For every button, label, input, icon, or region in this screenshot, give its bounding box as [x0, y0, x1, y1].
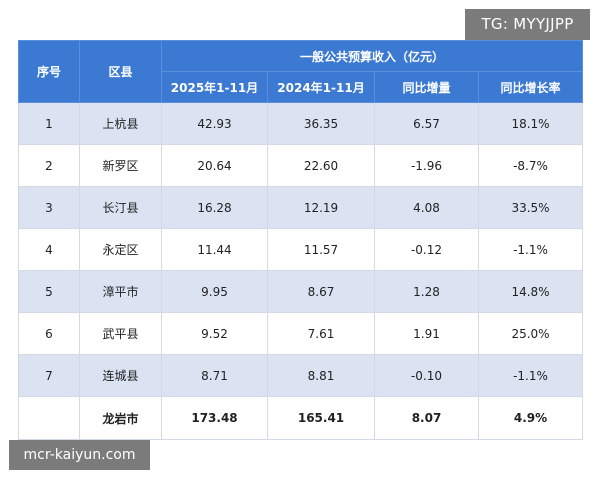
cell-previous: 165.41	[267, 396, 375, 440]
cell-district: 漳平市	[79, 270, 162, 313]
cell-rate: 33.5%	[477, 186, 584, 229]
cell-increase: 8.07	[374, 396, 479, 440]
cell-current: 9.95	[161, 270, 268, 313]
cell-previous: 8.67	[267, 270, 375, 313]
watermark-site: mcr-kaiyun.com	[9, 440, 150, 470]
cell-current: 11.44	[161, 228, 268, 271]
cell-rate: 18.1%	[477, 102, 584, 145]
cell-rate: 14.8%	[477, 270, 584, 313]
table-row: 7 连城县 8.71 8.81 -0.10 -1.1%	[18, 354, 584, 397]
cell-index: 2	[18, 144, 80, 187]
revenue-table: 序号 区县 一般公共预算收入（亿元） 2025年1-11月 2024年1-11月…	[18, 40, 584, 440]
cell-district: 龙岩市	[79, 396, 162, 440]
header-yoy-rate: 同比增长率	[477, 71, 584, 103]
cell-previous: 7.61	[267, 312, 375, 355]
cell-district: 新罗区	[79, 144, 162, 187]
cell-index: 1	[18, 102, 80, 145]
cell-rate: -1.1%	[477, 354, 584, 397]
cell-increase: -1.96	[374, 144, 479, 187]
cell-increase: 4.08	[374, 186, 479, 229]
cell-previous: 11.57	[267, 228, 375, 271]
cell-district: 上杭县	[79, 102, 162, 145]
header-district: 区县	[79, 40, 162, 103]
cell-index: 4	[18, 228, 80, 271]
header-group: 一般公共预算收入（亿元）	[160, 40, 584, 72]
table-header-row: 序号 区县 一般公共预算收入（亿元）	[18, 40, 584, 103]
cell-previous: 36.35	[267, 102, 375, 145]
table-row: 6 武平县 9.52 7.61 1.91 25.0%	[18, 312, 584, 355]
table-row: 2 新罗区 20.64 22.60 -1.96 -8.7%	[18, 144, 584, 187]
cell-district: 长汀县	[79, 186, 162, 229]
header-index: 序号	[18, 40, 80, 103]
cell-index	[18, 396, 80, 440]
table-row: 4 永定区 11.44 11.57 -0.12 -1.1%	[18, 228, 584, 271]
cell-previous: 12.19	[267, 186, 375, 229]
table-row: 1 上杭县 42.93 36.35 6.57 18.1%	[18, 102, 584, 145]
cell-current: 8.71	[161, 354, 268, 397]
watermark-telegram: TG: MYYJJPP	[465, 9, 590, 40]
cell-district: 连城县	[79, 354, 162, 397]
cell-previous: 22.60	[267, 144, 375, 187]
header-previous-period: 2024年1-11月	[267, 71, 375, 103]
header-current-period: 2025年1-11月	[161, 71, 268, 103]
cell-current: 20.64	[161, 144, 268, 187]
cell-index: 5	[18, 270, 80, 313]
cell-index: 3	[18, 186, 80, 229]
cell-current: 16.28	[161, 186, 268, 229]
cell-index: 7	[18, 354, 80, 397]
table-subheader-row: 2025年1-11月 2024年1-11月 同比增量 同比增长率	[19, 71, 584, 103]
cell-increase: 6.57	[374, 102, 479, 145]
cell-increase: 1.91	[374, 312, 479, 355]
cell-index: 6	[18, 312, 80, 355]
cell-district: 武平县	[79, 312, 162, 355]
cell-rate: -8.7%	[477, 144, 584, 187]
cell-rate: 25.0%	[477, 312, 584, 355]
header-yoy-increase: 同比增量	[374, 71, 479, 103]
table-row: 5 漳平市 9.95 8.67 1.28 14.8%	[18, 270, 584, 313]
cell-increase: -0.12	[374, 228, 479, 271]
cell-increase: 1.28	[374, 270, 479, 313]
cell-current: 42.93	[161, 102, 268, 145]
cell-rate: 4.9%	[477, 396, 584, 440]
table-total-row: 龙岩市 173.48 165.41 8.07 4.9%	[18, 396, 584, 440]
cell-current: 9.52	[161, 312, 268, 355]
cell-increase: -0.10	[374, 354, 479, 397]
cell-district: 永定区	[79, 228, 162, 271]
cell-rate: -1.1%	[477, 228, 584, 271]
cell-current: 173.48	[161, 396, 268, 440]
table-row: 3 长汀县 16.28 12.19 4.08 33.5%	[18, 186, 584, 229]
cell-previous: 8.81	[267, 354, 375, 397]
